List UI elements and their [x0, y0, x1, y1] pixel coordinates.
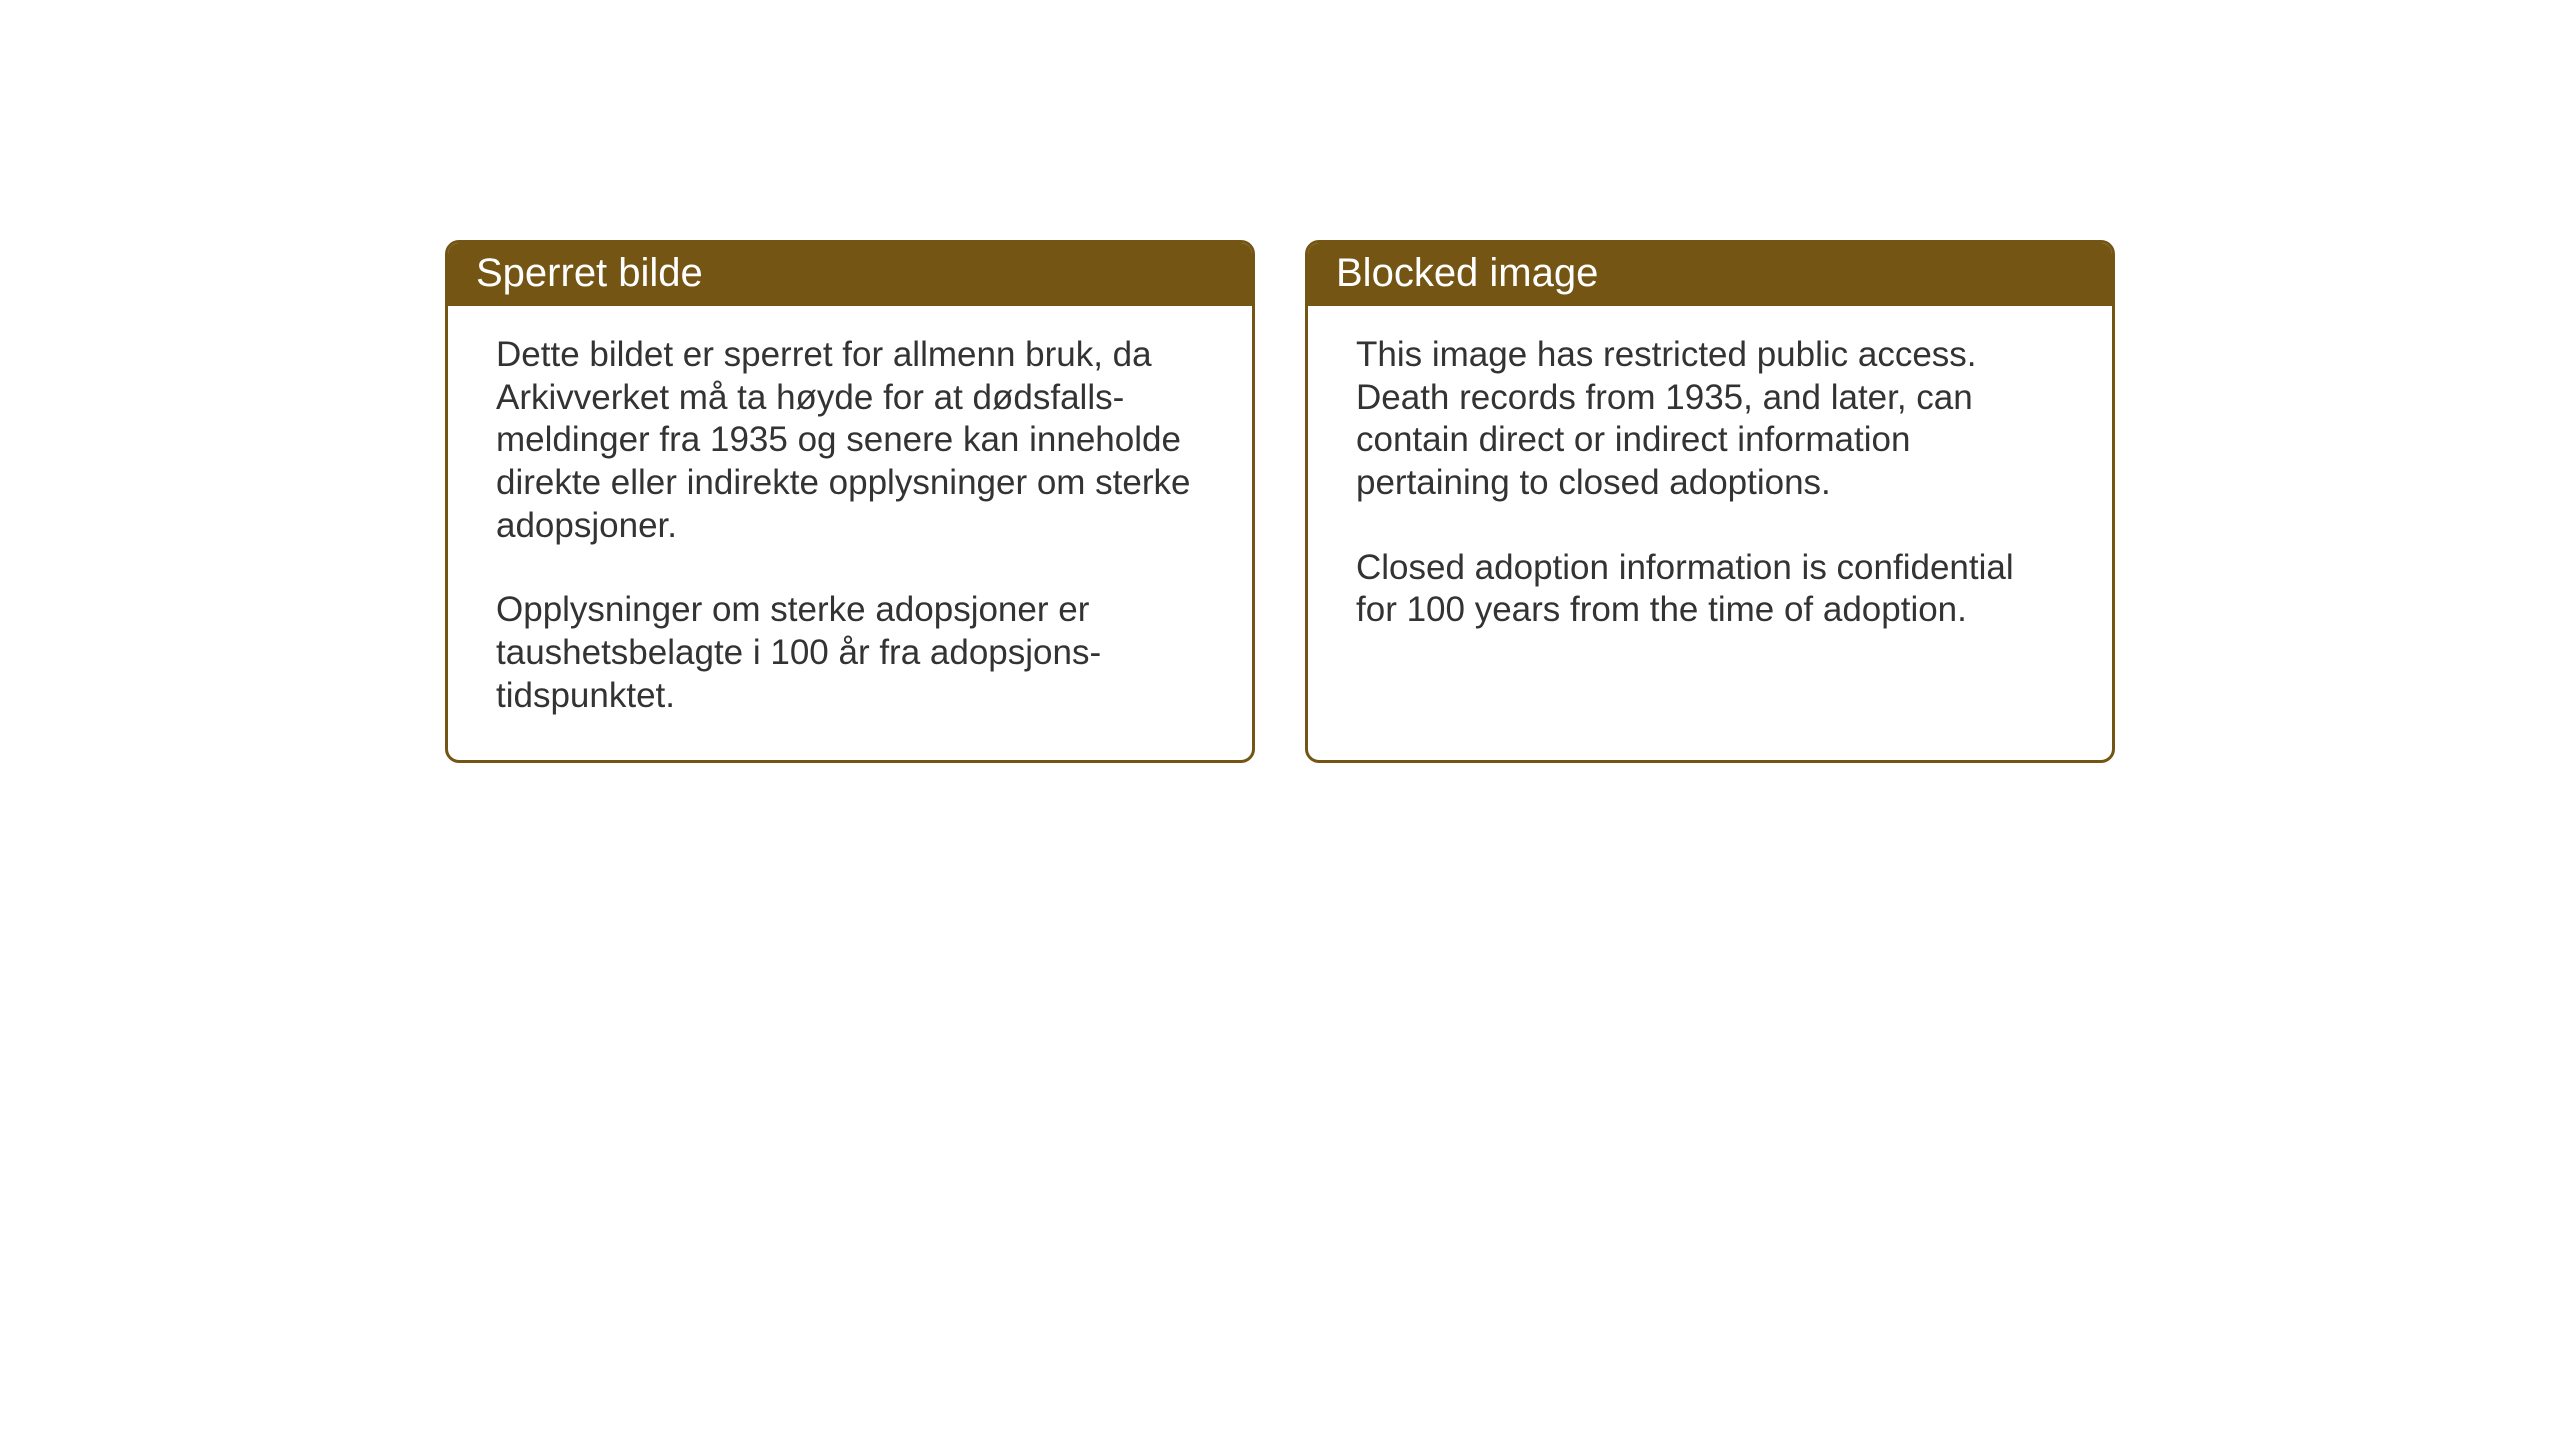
panel-norwegian-body: Dette bildet er sperret for allmenn bruk…: [448, 306, 1252, 760]
panel-norwegian-paragraph-2: Opplysninger om sterke adopsjoner er tau…: [496, 589, 1204, 717]
panel-english-title: Blocked image: [1336, 251, 1598, 295]
panels-container: Sperret bilde Dette bildet er sperret fo…: [445, 240, 2115, 763]
panel-english-body: This image has restricted public access.…: [1308, 306, 2112, 706]
panel-norwegian-title: Sperret bilde: [476, 251, 703, 295]
panel-english-paragraph-1: This image has restricted public access.…: [1356, 334, 2064, 505]
panel-english-paragraph-2: Closed adoption information is confident…: [1356, 547, 2064, 632]
panel-english: Blocked image This image has restricted …: [1305, 240, 2115, 763]
panel-english-header: Blocked image: [1308, 243, 2112, 306]
panel-norwegian-header: Sperret bilde: [448, 243, 1252, 306]
panel-norwegian-paragraph-1: Dette bildet er sperret for allmenn bruk…: [496, 334, 1204, 547]
panel-norwegian: Sperret bilde Dette bildet er sperret fo…: [445, 240, 1255, 763]
